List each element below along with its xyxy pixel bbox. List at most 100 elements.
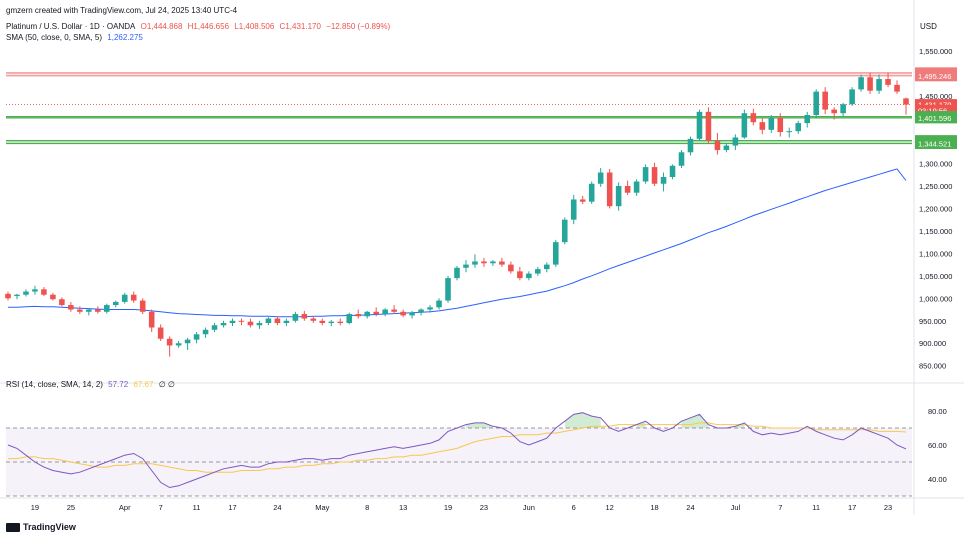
candle-84 bbox=[759, 118, 766, 135]
candle-26 bbox=[238, 318, 245, 326]
time-tick-label: Jun bbox=[523, 503, 535, 512]
time-tick-label: 18 bbox=[650, 503, 658, 512]
candle-body bbox=[283, 320, 290, 324]
candle-body bbox=[202, 329, 209, 335]
candle-66 bbox=[597, 168, 604, 187]
candle-97 bbox=[876, 74, 882, 94]
rsi-overbought-fill bbox=[699, 414, 709, 428]
candle-42 bbox=[382, 308, 388, 317]
price-tick-label: 1,250.000 bbox=[919, 182, 952, 191]
time-tick-label: 11 bbox=[812, 503, 820, 512]
candle-body bbox=[678, 152, 685, 166]
candle-22 bbox=[202, 327, 209, 338]
candle-body bbox=[373, 311, 379, 315]
candle-body bbox=[319, 320, 326, 324]
candle-body bbox=[876, 79, 882, 91]
candle-23 bbox=[211, 323, 218, 333]
candle-65 bbox=[588, 181, 595, 204]
rsi-legend[interactable]: RSI (14, close, SMA, 14, 2) 57.72 67.67 … bbox=[6, 380, 178, 389]
time-tick-label: 7 bbox=[159, 503, 163, 512]
candle-body bbox=[337, 321, 344, 324]
candle-98 bbox=[885, 72, 891, 88]
candle-28 bbox=[256, 320, 263, 329]
price-tick-label: 1,000.000 bbox=[919, 294, 952, 303]
zone-2 bbox=[6, 140, 912, 144]
candle-16 bbox=[148, 309, 155, 333]
tradingview-footer[interactable]: TradingView bbox=[6, 522, 76, 532]
symbol-legend[interactable]: Platinum / U.S. Dollar · 1D · OANDA O1,4… bbox=[6, 22, 393, 31]
candle-body bbox=[95, 309, 101, 312]
candle-body bbox=[552, 242, 559, 265]
open-value: O1,444.868 bbox=[140, 22, 183, 31]
candle-body bbox=[238, 320, 245, 322]
candle-body bbox=[561, 219, 568, 243]
candle-83 bbox=[750, 108, 757, 126]
candle-52 bbox=[472, 254, 478, 268]
candle-body bbox=[220, 323, 227, 326]
candle-17 bbox=[157, 324, 164, 341]
zone-0 bbox=[6, 72, 912, 76]
sma-value: 1,262.275 bbox=[107, 33, 143, 42]
candle-body bbox=[858, 77, 864, 90]
candle-64 bbox=[579, 195, 586, 204]
candle-96 bbox=[867, 72, 873, 94]
price-tick-label: 1,150.000 bbox=[919, 227, 952, 236]
candle-45 bbox=[409, 310, 415, 319]
candle-72 bbox=[651, 162, 658, 186]
candle-49 bbox=[445, 275, 451, 303]
candle-88 bbox=[795, 120, 802, 134]
currency-label[interactable]: USD bbox=[920, 22, 937, 31]
candle-58 bbox=[526, 271, 532, 281]
candle-body bbox=[184, 339, 191, 344]
candle-31 bbox=[283, 318, 290, 327]
candle-body bbox=[696, 111, 703, 139]
price-label-bg-3 bbox=[915, 104, 957, 116]
candle-40 bbox=[364, 310, 370, 319]
tradingview-logo-icon bbox=[6, 522, 20, 532]
rsi-overbought-fill bbox=[465, 422, 475, 428]
candle-50 bbox=[454, 265, 460, 281]
candle-body bbox=[463, 264, 469, 268]
sma-legend[interactable]: SMA (50, close, 0, SMA, 5) 1,262.275 bbox=[6, 33, 146, 42]
candle-69 bbox=[624, 180, 631, 195]
candle-61 bbox=[552, 239, 559, 267]
candle-89 bbox=[804, 111, 811, 128]
candle-body bbox=[50, 294, 56, 300]
candle-body bbox=[624, 185, 631, 193]
time-tick-label: 24 bbox=[686, 503, 694, 512]
time-tick-label: 25 bbox=[67, 503, 75, 512]
candle-10 bbox=[95, 306, 101, 314]
candle-4 bbox=[41, 287, 47, 297]
rsi-label[interactable]: RSI (14, close, SMA, 14, 2) bbox=[6, 380, 103, 389]
symbol-name[interactable]: Platinum / U.S. Dollar · 1D · OANDA bbox=[6, 22, 136, 31]
candle-body bbox=[346, 314, 353, 324]
time-tick-label: 6 bbox=[572, 503, 576, 512]
candle-100 bbox=[903, 97, 909, 115]
candle-body bbox=[786, 131, 793, 133]
rsi-overbought-fill bbox=[591, 416, 601, 428]
candle-body bbox=[903, 98, 909, 105]
candle-body bbox=[795, 123, 802, 132]
sma-label[interactable]: SMA (50, close, 0, SMA, 5) bbox=[6, 33, 103, 42]
candle-body bbox=[121, 294, 128, 302]
candle-14 bbox=[130, 291, 137, 303]
candle-99 bbox=[894, 80, 900, 94]
candle-body bbox=[130, 294, 137, 301]
candle-body bbox=[867, 77, 873, 91]
price-tick-label: 950.000 bbox=[919, 317, 946, 326]
rsi-overbought-fill bbox=[564, 414, 574, 428]
candle-body bbox=[570, 199, 577, 220]
candle-6 bbox=[59, 297, 65, 307]
candle-73 bbox=[660, 172, 667, 192]
candle-body bbox=[804, 114, 811, 124]
candle-body bbox=[894, 84, 900, 92]
candle-body bbox=[14, 294, 20, 297]
candle-body bbox=[472, 261, 478, 265]
candle-20 bbox=[184, 337, 191, 350]
candle-63 bbox=[570, 194, 577, 225]
candle-75 bbox=[678, 150, 685, 169]
candle-36 bbox=[328, 319, 335, 327]
time-tick-label: 12 bbox=[605, 503, 613, 512]
price-label-3: 03:19:56 bbox=[918, 106, 947, 115]
price-tick-label: 1,450.000 bbox=[919, 92, 952, 101]
